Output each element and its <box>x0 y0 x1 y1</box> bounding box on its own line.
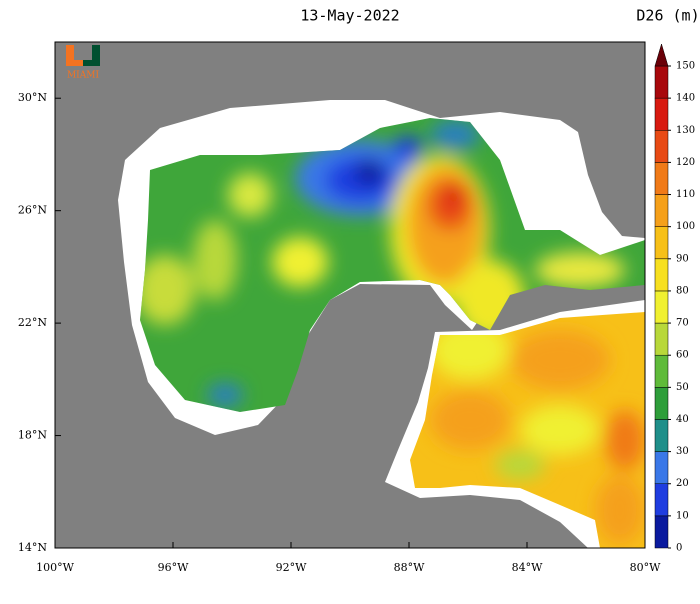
colorbar-tick-label: 40 <box>676 414 689 425</box>
y-tick-label: 30°N <box>18 91 47 104</box>
colorbar-segment <box>654 354 669 388</box>
colorbar-tick-label: 150 <box>676 61 695 72</box>
colorbar-tick-label: 50 <box>676 382 689 393</box>
colorbar-tick-label: 100 <box>676 221 695 232</box>
logo-text: MIAMI <box>67 71 99 81</box>
y-tick-label: 14°N <box>18 541 47 554</box>
x-tick-label: 88°W <box>394 561 425 574</box>
y-tick-label: 22°N <box>18 316 47 329</box>
colorbar-segment <box>654 226 669 260</box>
colorbar-segment <box>654 387 669 420</box>
map-title: 13-May-2022 <box>300 7 399 25</box>
colorbar-segment <box>654 194 669 227</box>
colorbar-segment <box>654 130 669 163</box>
colorbar-segment <box>654 162 669 195</box>
colorbar-segment <box>654 65 669 99</box>
colorbar-tick-label: 110 <box>676 189 695 200</box>
colorbar-segment <box>654 483 669 517</box>
y-tick-label: 18°N <box>18 429 47 442</box>
colorbar-tick-label: 30 <box>676 446 689 457</box>
colorbar-tick-label: 120 <box>676 157 695 168</box>
colorbar-segment <box>654 451 669 484</box>
colorbar-tick-label: 60 <box>676 350 689 361</box>
colorbar-segment <box>654 290 669 324</box>
colorbar-tick-label: 140 <box>676 93 695 104</box>
x-tick-label: 100°W <box>36 561 74 574</box>
colorbar-tick-label: 20 <box>676 478 689 489</box>
colorbar-segment <box>654 97 669 131</box>
colorbar-segment <box>654 258 669 292</box>
x-tick-label: 92°W <box>276 561 307 574</box>
map-area <box>54 41 646 549</box>
colorbar-segment <box>654 419 669 452</box>
colorbar-segment <box>654 322 669 356</box>
colorbar-tick-label: 90 <box>676 253 689 264</box>
map-frame <box>54 41 646 549</box>
colorbar-tick-label: 130 <box>676 125 695 136</box>
colorbar-tick-label: 10 <box>676 510 689 521</box>
colorbar-tick-label: 70 <box>676 318 689 329</box>
logo: MIAMI <box>66 45 100 81</box>
colorbar-extension <box>654 43 669 67</box>
variable-label: D26 (m) <box>636 7 699 25</box>
colorbar-tick-label: 80 <box>676 285 689 296</box>
x-tick-label: 96°W <box>158 561 189 574</box>
x-tick-label: 80°W <box>630 561 661 574</box>
colorbar-tick-label: 0 <box>676 543 682 554</box>
y-tick-label: 26°N <box>18 204 47 217</box>
colorbar-segment <box>654 515 669 549</box>
x-tick-label: 84°W <box>512 561 543 574</box>
